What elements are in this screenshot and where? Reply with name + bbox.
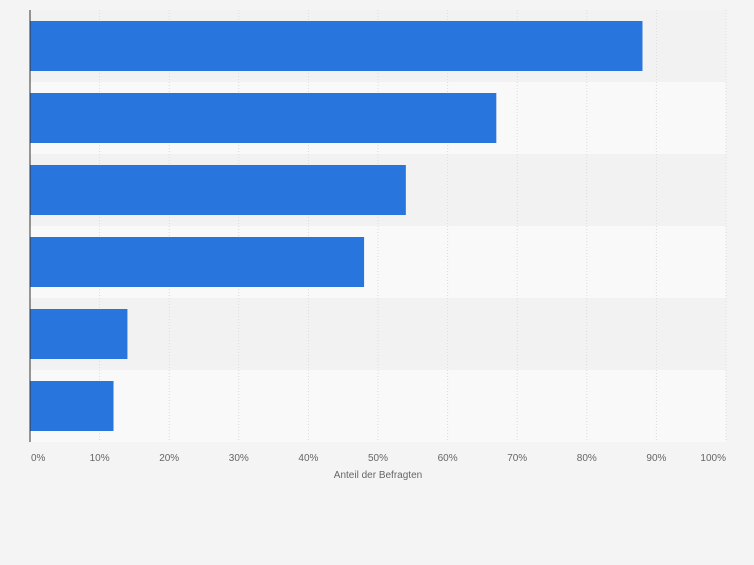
gridlines [99,10,727,442]
x-tick-label: 60% [438,453,458,464]
x-tick-label: 70% [507,453,527,464]
bar-6 [30,381,114,431]
bars [30,21,643,431]
x-tick-label: 100% [700,453,726,464]
x-tick-label: 80% [577,453,597,464]
x-tick-label: 10% [90,453,110,464]
bar-4 [30,237,365,287]
x-tick-label: 90% [646,453,666,464]
x-tick-label: 0% [31,453,46,464]
x-tick-label: 30% [229,453,249,464]
bar-1 [30,21,643,71]
x-tick-label: 50% [368,453,388,464]
bar-3 [30,165,406,215]
x-axis-label: Anteil der Befragten [334,470,422,481]
x-tick-labels: 0% 10% 20% 30% 40% 50% 60% 70% 80% 90% 100% [31,453,726,464]
x-tick-label: 20% [159,453,179,464]
bar-2 [30,93,497,143]
bar-5 [30,309,128,359]
x-tick-label: 40% [298,453,318,464]
